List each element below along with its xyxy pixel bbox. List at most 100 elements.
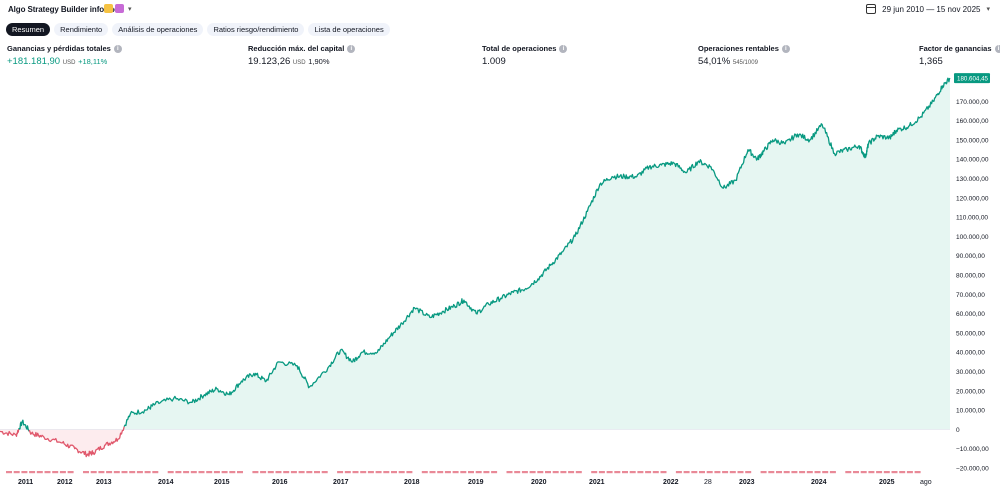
metric-value: 54,01%	[698, 56, 731, 67]
trade-loss-mark	[314, 471, 320, 474]
tab-lista-operaciones[interactable]: Lista de operaciones	[308, 23, 390, 36]
tab-rendimiento[interactable]: Rendimiento	[54, 23, 109, 36]
trade-loss-mark	[59, 471, 66, 474]
trade-loss-mark	[906, 471, 913, 474]
trade-loss-mark	[521, 471, 528, 474]
trade-loss-mark	[691, 471, 698, 474]
y-tick-label: 30.000,00	[956, 369, 985, 376]
trade-loss-mark	[591, 471, 598, 474]
trade-loss-mark	[560, 471, 567, 474]
trade-loss-mark	[221, 471, 228, 474]
trade-loss-mark	[290, 471, 297, 474]
y-tick-label: 160.000,00	[956, 118, 989, 125]
info-icon[interactable]: i	[347, 44, 356, 53]
trade-loss-mark	[252, 471, 259, 474]
trade-loss-mark	[237, 471, 243, 474]
report-title: Algo Strategy Builder informe	[8, 5, 119, 14]
y-tick-label: 10.000,00	[956, 408, 985, 415]
chevron-down-icon[interactable]: ▾	[128, 5, 132, 13]
tab-resumen[interactable]: Resumen	[6, 23, 51, 36]
trade-loss-mark	[699, 471, 705, 474]
y-tick-label: 110.000,00	[956, 215, 988, 222]
trade-loss-mark	[437, 471, 444, 474]
trade-loss-mark	[21, 471, 28, 474]
trade-loss-mark	[475, 471, 482, 474]
x-tick-label: 2023	[739, 479, 755, 486]
x-tick-label: 2024	[811, 479, 827, 486]
trade-loss-mark	[283, 471, 290, 474]
y-tick-label: 50.000,00	[956, 330, 985, 337]
info-icon[interactable]: i	[994, 44, 1000, 53]
equity-line-segment-1	[18, 419, 30, 432]
x-tick-label: 2017	[333, 479, 349, 486]
trade-loss-mark	[568, 471, 575, 474]
trade-loss-mark	[468, 471, 474, 474]
trade-loss-mark	[868, 471, 875, 474]
trade-loss-mark	[6, 471, 12, 474]
trade-loss-mark	[652, 471, 659, 474]
metric-label: Operaciones rentables	[698, 44, 779, 53]
trade-loss-mark	[44, 471, 51, 474]
x-tick-label: 2015	[214, 479, 230, 486]
trade-loss-mark	[645, 471, 652, 474]
tab-analisis-operaciones[interactable]: Análisis de operaciones	[112, 23, 204, 36]
x-tick-label: 28	[704, 479, 712, 486]
metric-drawdown: Reducción máx. del capital i 19.123,26 US…	[248, 44, 356, 67]
trade-loss-mark	[706, 471, 713, 474]
trade-loss-mark	[491, 471, 498, 474]
trade-loss-mark	[776, 471, 782, 474]
y-tick-label: 100.000,00	[956, 234, 989, 241]
metric-label: Ganancias y pérdidas totales	[7, 44, 111, 53]
report-tabs: Resumen Rendimiento Análisis de operacio…	[6, 23, 390, 36]
info-icon[interactable]: i	[113, 44, 122, 53]
trade-loss-mark	[914, 471, 921, 474]
equity-line-segment-0	[0, 429, 20, 437]
trade-loss-mark	[167, 471, 174, 474]
x-tick-label: 2012	[57, 479, 73, 486]
metric-profit-factor: Factor de ganancias i 1,365	[919, 44, 1000, 67]
metric-label: Reducción máx. del capital	[248, 44, 345, 53]
y-tick-label: 130.000,00	[956, 176, 989, 183]
y-tick-label: 120.000,00	[956, 195, 989, 202]
trade-loss-mark	[722, 471, 729, 474]
trade-loss-mark	[853, 471, 859, 474]
trade-loss-mark	[506, 471, 513, 474]
trade-loss-mark	[452, 471, 459, 474]
trade-loss-mark	[375, 471, 382, 474]
tab-ratios[interactable]: Ratios riesgo/rendimiento	[207, 23, 305, 36]
y-tick-label: 40.000,00	[956, 350, 985, 357]
trade-loss-mark	[121, 471, 128, 474]
emoji-badge-icon	[104, 4, 113, 13]
trade-loss-mark	[260, 471, 267, 474]
date-range-text: 29 jun 2010 — 15 nov 2025	[882, 4, 981, 14]
trade-loss-mark	[13, 471, 20, 474]
y-tick-label: 60.000,00	[956, 311, 985, 318]
trade-loss-mark	[175, 471, 182, 474]
trade-loss-mark	[745, 471, 752, 474]
trade-loss-mark	[598, 471, 605, 474]
y-tick-label: 150.000,00	[956, 137, 989, 144]
dropdown-icon[interactable]: ▾	[986, 6, 990, 13]
title-icons[interactable]: ▾	[104, 4, 132, 13]
equity-chart[interactable]: 170.000,00 160.000,00 150.000,00 140.000,00…	[0, 70, 1000, 488]
trade-loss-mark	[36, 471, 43, 474]
info-icon[interactable]: i	[781, 44, 790, 53]
trade-loss-mark	[814, 471, 821, 474]
trade-loss-mark	[891, 471, 898, 474]
area-fill-negative	[0, 429, 950, 457]
trade-loss-mark	[575, 471, 582, 474]
trade-loss-mark	[883, 471, 890, 474]
trade-loss-mark	[383, 471, 390, 474]
trade-loss-mark	[637, 471, 644, 474]
info-icon[interactable]: i	[559, 44, 568, 53]
trade-loss-mark	[267, 471, 274, 474]
trade-loss-mark	[622, 471, 628, 474]
trade-loss-mark	[206, 471, 213, 474]
x-tick-label: 2022	[663, 479, 679, 486]
metric-label: Total de operaciones	[482, 44, 557, 53]
metric-sub: 545/1009	[732, 60, 758, 66]
trade-loss-mark	[483, 471, 490, 474]
trade-loss-mark	[275, 471, 282, 474]
date-range-selector[interactable]: 29 jun 2010 — 15 nov 2025 ▾	[866, 4, 990, 14]
trade-loss-mark	[183, 471, 190, 474]
